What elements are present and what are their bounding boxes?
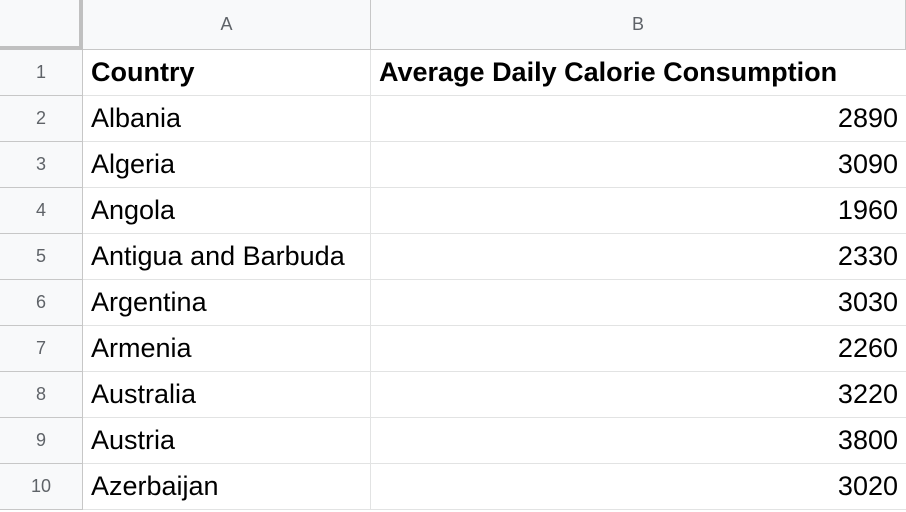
cell-a7[interactable]: Armenia <box>83 326 371 372</box>
cell-a8[interactable]: Australia <box>83 372 371 418</box>
cell-b1[interactable]: Average Daily Calorie Consumption <box>371 50 906 96</box>
select-all-corner[interactable] <box>0 0 83 50</box>
row-header-1[interactable]: 1 <box>0 50 83 96</box>
row-header-6[interactable]: 6 <box>0 280 83 326</box>
cell-a1[interactable]: Country <box>83 50 371 96</box>
cell-a2[interactable]: Albania <box>83 96 371 142</box>
cell-b8[interactable]: 3220 <box>371 372 906 418</box>
row-header-3[interactable]: 3 <box>0 142 83 188</box>
row-header-10[interactable]: 10 <box>0 464 83 510</box>
cell-a9[interactable]: Austria <box>83 418 371 464</box>
column-header-a[interactable]: A <box>83 0 371 50</box>
row-header-9[interactable]: 9 <box>0 418 83 464</box>
cell-b4[interactable]: 1960 <box>371 188 906 234</box>
cell-b7[interactable]: 2260 <box>371 326 906 372</box>
cell-b3[interactable]: 3090 <box>371 142 906 188</box>
cell-a5[interactable]: Antigua and Barbuda <box>83 234 371 280</box>
cell-b9[interactable]: 3800 <box>371 418 906 464</box>
cell-b5[interactable]: 2330 <box>371 234 906 280</box>
cell-a3[interactable]: Algeria <box>83 142 371 188</box>
row-header-2[interactable]: 2 <box>0 96 83 142</box>
cell-b6[interactable]: 3030 <box>371 280 906 326</box>
row-header-8[interactable]: 8 <box>0 372 83 418</box>
cell-a4[interactable]: Angola <box>83 188 371 234</box>
cell-a10[interactable]: Azerbaijan <box>83 464 371 510</box>
cell-a6[interactable]: Argentina <box>83 280 371 326</box>
row-header-7[interactable]: 7 <box>0 326 83 372</box>
row-header-5[interactable]: 5 <box>0 234 83 280</box>
cell-b10[interactable]: 3020 <box>371 464 906 510</box>
cell-b2[interactable]: 2890 <box>371 96 906 142</box>
row-header-4[interactable]: 4 <box>0 188 83 234</box>
column-header-b[interactable]: B <box>371 0 906 50</box>
